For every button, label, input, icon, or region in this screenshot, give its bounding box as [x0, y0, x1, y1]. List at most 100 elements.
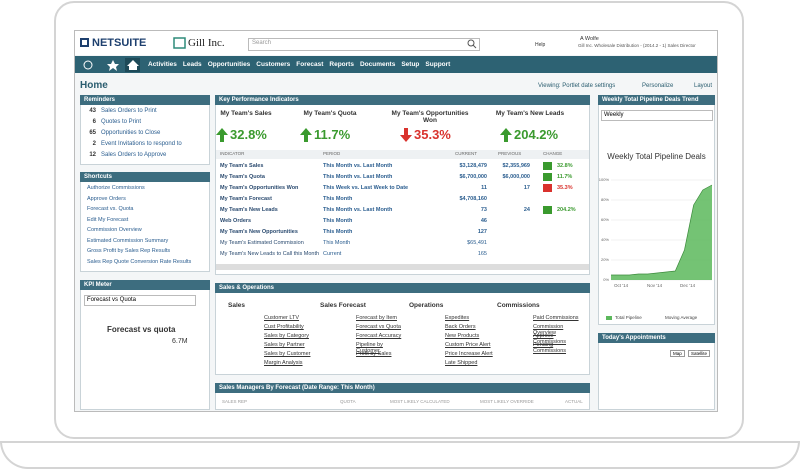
- shortcut-link[interactable]: Commission Overview: [87, 227, 142, 233]
- nav-item[interactable]: Setup: [401, 61, 420, 68]
- logo: NETSUITE: [92, 37, 147, 49]
- report-link[interactable]: Forecast Accuracy: [356, 333, 402, 339]
- shortcut-link[interactable]: Approve Orders: [87, 195, 126, 202]
- report-link[interactable]: Cust Profitability: [264, 324, 304, 330]
- scrollbar: [216, 264, 589, 270]
- report-link[interactable]: Forecast by Item: [356, 315, 397, 321]
- report-link[interactable]: Custom Price Alert: [445, 342, 491, 348]
- report-link[interactable]: Pending Commissions: [533, 342, 567, 354]
- kpi-previous: $2,355,969: [502, 163, 530, 169]
- kpi-period[interactable]: This Month: [323, 240, 351, 246]
- map-button[interactable]: Satellite: [688, 350, 711, 357]
- report-link[interactable]: Sales by Partner: [264, 342, 305, 348]
- report-link[interactable]: Sales by Customer: [264, 351, 311, 357]
- nav-icons[interactable]: [80, 58, 140, 72]
- shortcut-link[interactable]: Edit My Forecast: [87, 216, 129, 223]
- nav-item[interactable]: Reports: [329, 61, 354, 68]
- viewing[interactable]: Viewing: Portlet date settings: [538, 83, 616, 89]
- report-link[interactable]: Late Shipped: [445, 360, 478, 366]
- report-link[interactable]: Expedites: [445, 315, 470, 321]
- kpi-current: $4,708,160: [459, 196, 487, 202]
- x-tick-label: Oct '14: [614, 283, 629, 288]
- report-link[interactable]: Margin Analysis: [264, 360, 303, 366]
- shortcut-link[interactable]: Forecast vs. Quota: [87, 206, 134, 212]
- kpi-indicator[interactable]: My Team's New Opportunities: [220, 229, 298, 235]
- kpi-period[interactable]: This Month vs. Last Month: [323, 174, 393, 180]
- kpi-indicator[interactable]: My Team's Quota: [220, 174, 265, 180]
- kpi-period[interactable]: This Month: [323, 196, 353, 202]
- kpi-summary-label: My Team's Opportunities Won: [391, 110, 469, 124]
- kpi-current: 73: [480, 207, 487, 213]
- x-tick-label: Nov '14: [647, 283, 663, 288]
- nav-item[interactable]: Forecast: [296, 61, 324, 68]
- kpi-indicator[interactable]: My Team's New Leads: [220, 207, 278, 213]
- kpi-period[interactable]: This Month vs. Last Month: [323, 163, 393, 169]
- kpi-indicator[interactable]: My Team's Sales: [220, 163, 264, 169]
- kpi-period[interactable]: This Month vs. Last Month: [323, 207, 393, 213]
- report-link[interactable]: Approve Commissions: [533, 333, 567, 345]
- report-link[interactable]: Paid Commissions: [533, 315, 579, 321]
- kpi-indicator[interactable]: My Team's Opportunities Won: [220, 185, 299, 191]
- kpi-indicator[interactable]: My Team's New Leads to Call this Month: [220, 251, 320, 257]
- nav-item[interactable]: Documents: [359, 61, 396, 68]
- user[interactable]: A Wolfe: [580, 36, 599, 42]
- reminder-count: 43: [89, 108, 96, 114]
- personalize[interactable]: Personalize: [642, 83, 674, 89]
- report-link[interactable]: Price Increase Alert: [445, 351, 493, 357]
- report-link[interactable]: Commission Overview: [533, 324, 564, 336]
- search-box[interactable]: [248, 38, 480, 51]
- kpi-period[interactable]: This Week vs. Last Week to Date: [323, 185, 409, 191]
- nav-item[interactable]: Activities: [148, 61, 177, 68]
- kpi-period[interactable]: This Month: [323, 218, 353, 224]
- portlet-title: Sales & Operations: [215, 283, 590, 293]
- kpi-meter-select[interactable]: Forecast vs Quota: [84, 295, 196, 306]
- map-button[interactable]: Map: [670, 350, 685, 357]
- report-link[interactable]: Sales by Category: [264, 333, 309, 339]
- legend-label: Total Pipeline: [615, 315, 642, 320]
- nav-bar: [75, 56, 717, 73]
- search-icon[interactable]: [467, 39, 477, 49]
- report-link[interactable]: Back Orders: [445, 324, 476, 330]
- reminder-link[interactable]: Event Invitations to respond to: [101, 141, 182, 147]
- shortcut-link[interactable]: Authorize Commissions: [87, 185, 145, 191]
- report-link[interactable]: New Products: [445, 333, 480, 339]
- kpi-previous: 24: [523, 207, 530, 213]
- report-link[interactable]: Forecast vs Quota: [356, 324, 401, 330]
- kpi-indicator[interactable]: My Team's Estimated Commission: [220, 240, 304, 246]
- portlet-title: Shortcuts: [80, 172, 210, 182]
- kpi-column-header: INDICATOR: [220, 151, 245, 156]
- nav-item[interactable]: Customers: [256, 61, 291, 68]
- help[interactable]: Help: [535, 42, 546, 48]
- kpi-change: 35.3%: [557, 185, 573, 191]
- y-tick-label: 0%: [603, 277, 609, 282]
- kpi-change: 32.8%: [557, 163, 573, 169]
- trend-arrow: [500, 128, 512, 142]
- report-link[interactable]: Profit by Sales: [356, 351, 392, 357]
- nav-item[interactable]: Leads: [182, 61, 202, 68]
- reminder-link[interactable]: Quotes to Print: [101, 119, 142, 125]
- report-link[interactable]: Customer LTV: [264, 315, 300, 321]
- reminder-link[interactable]: Sales Orders to Approve: [101, 152, 167, 158]
- portlet-title: Key Performance Indicators: [215, 95, 590, 105]
- kpi-period[interactable]: Current: [323, 251, 342, 257]
- kpi-period[interactable]: This Month: [323, 229, 353, 235]
- pipeline-chart-title: Weekly Total Pipeline Deals: [607, 152, 706, 161]
- kpi-change: 204.2%: [557, 207, 576, 213]
- layout[interactable]: Layout: [694, 83, 713, 89]
- kpi-indicator[interactable]: Web Orders: [220, 218, 252, 224]
- kpi-summary-change: 11.7%: [314, 127, 351, 142]
- reminder-count: 65: [89, 130, 96, 136]
- kpi-indicator[interactable]: My Team's Forecast: [220, 196, 272, 202]
- report-link[interactable]: Pipeline by Customer: [356, 342, 383, 354]
- search-placeholder: Search: [252, 40, 272, 46]
- reminder-link[interactable]: Opportunities to Close: [101, 130, 161, 136]
- shortcut-link[interactable]: Estimated Commission Summary: [87, 237, 169, 244]
- nav-item[interactable]: Opportunities: [207, 61, 251, 68]
- shortcut-link[interactable]: Gross Profit by Sales Rep Results: [87, 248, 171, 254]
- nav-item[interactable]: Support: [425, 61, 451, 68]
- pipeline-select[interactable]: Weekly: [601, 110, 713, 121]
- kpi-current: 46: [480, 218, 487, 224]
- x-tick-label: Dec '14: [680, 283, 696, 288]
- reminder-link[interactable]: Sales Orders to Print: [101, 108, 157, 114]
- shortcut-link[interactable]: Sales Rep Quote Conversion Rate Results: [87, 258, 192, 265]
